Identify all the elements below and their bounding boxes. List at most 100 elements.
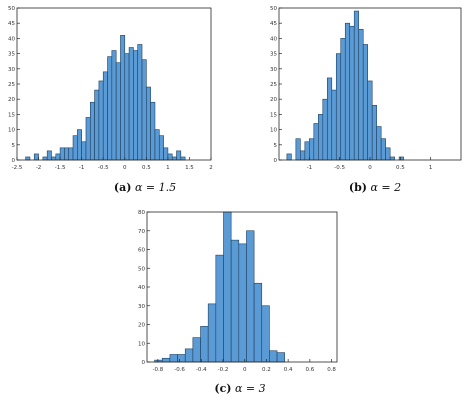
y-tick-label: 5 (12, 143, 16, 149)
y-tick-label: 10 (8, 128, 15, 134)
y-tick-label: 25 (270, 82, 277, 88)
histogram-a-bar (128, 47, 134, 161)
histogram-a-bar (154, 129, 160, 161)
histogram-c-bar (169, 354, 178, 363)
x-tick-label: 1.5 (185, 165, 194, 171)
histogram-b-bar (376, 126, 382, 161)
y-tick-label: 10 (138, 341, 145, 347)
y-tick-label: 35 (8, 52, 15, 58)
histogram-a-bar (111, 50, 117, 161)
histogram-c-bar (192, 337, 201, 363)
x-tick-label: -0.2 (218, 367, 229, 373)
histogram-a-bar (42, 156, 48, 161)
histogram-b-bar (344, 22, 351, 161)
caption-b-label: (b) (348, 181, 367, 194)
histogram-c-bar (276, 352, 286, 363)
x-tick-label: -1 (79, 165, 84, 171)
x-tick-label: 0.5 (396, 165, 405, 171)
y-tick-label: 50 (138, 266, 145, 272)
histogram-a-bar (51, 156, 57, 161)
histogram-c-bar (253, 282, 263, 363)
histogram-a-bar (146, 86, 151, 161)
histogram-b-bar (371, 104, 377, 161)
y-tick-label: 60 (138, 248, 145, 254)
x-tick-label: 1 (429, 165, 433, 171)
histogram-c-bar (215, 254, 224, 363)
y-tick-label: 15 (8, 112, 15, 118)
histogram-a-bar (98, 80, 104, 161)
histogram-b-bar (309, 138, 315, 161)
histogram-a-bar (77, 129, 82, 161)
caption-c-label: (c) (214, 382, 232, 395)
y-tick-label: 20 (8, 97, 15, 103)
x-tick-label: 0.2 (262, 367, 271, 373)
caption-b: (b) α = 2 (290, 181, 460, 194)
histogram-b-bar (326, 77, 333, 161)
histogram-c-bar (238, 243, 247, 363)
y-tick-label: 5 (274, 143, 278, 149)
histogram-b-bar (367, 80, 373, 161)
y-tick-label: 0 (142, 360, 146, 366)
histogram-a-bar (68, 147, 74, 161)
x-tick-label: 0.6 (305, 367, 314, 373)
histogram-a-bar (180, 156, 186, 161)
histogram-b-bar (286, 153, 292, 161)
x-tick-label: -0.5 (98, 165, 109, 171)
histogram-b-bar (340, 38, 346, 161)
histogram-a-bar (115, 62, 121, 161)
y-tick-label: 40 (138, 285, 145, 291)
histogram-b-bar (300, 150, 306, 161)
histogram-a-bar (64, 147, 70, 161)
y-tick-label: 35 (270, 52, 277, 58)
y-tick-label: 15 (270, 112, 277, 118)
x-tick-label: -1.5 (55, 165, 66, 171)
x-tick-label: -0.8 (152, 367, 163, 373)
x-tick-label: -1 (307, 165, 312, 171)
y-tick-label: 0 (274, 158, 278, 164)
histogram-c-bar (177, 354, 186, 363)
caption-c: (c) α = 3 (155, 382, 325, 395)
histogram-b-bar (389, 156, 395, 161)
histogram-a-bar (107, 56, 113, 161)
histogram-b-bar (318, 114, 324, 161)
histogram-a-bar (33, 153, 39, 161)
caption-a-label: (a) (113, 181, 132, 194)
histogram-a-bar (150, 101, 156, 161)
histogram-b-bar (362, 44, 368, 161)
y-tick-label: 10 (270, 128, 277, 134)
histogram-a-bar (171, 156, 177, 161)
histogram-c-bar (223, 211, 232, 363)
x-tick-label: 2 (209, 165, 213, 171)
caption-c-equation: α = 3 (234, 382, 266, 395)
x-tick-label: -2.5 (12, 165, 23, 171)
histogram-a: -2.5 -2 -1.5 -1 -0.5 0 0.5 1 1.5 2051015202530354… (8, 6, 213, 171)
histogram-c-bar (207, 303, 217, 363)
histogram-a-bar (72, 135, 78, 161)
y-tick-label: 50 (8, 6, 15, 12)
y-tick-label: 30 (8, 67, 15, 73)
y-tick-label: 40 (270, 36, 277, 42)
histogram-a-bar (158, 135, 164, 161)
y-tick-label: 80 (138, 210, 145, 216)
histogram-a-bar (102, 71, 108, 161)
histogram-a-bar (133, 50, 139, 161)
histogram-a-bar (137, 44, 143, 161)
x-tick-label: 0 (368, 165, 372, 171)
histogram-b-bar (380, 138, 386, 161)
histogram-c-bar (269, 350, 278, 363)
x-tick-label: -0.5 (334, 165, 345, 171)
histogram-a-bar (59, 147, 65, 161)
histogram-a-bar (55, 153, 61, 161)
histogram-c-bar (230, 239, 240, 363)
x-tick-label: 0.4 (284, 367, 293, 373)
x-tick-label: -0.4 (196, 367, 207, 373)
histogram-b-bar (385, 147, 391, 161)
histogram-c: -0.8 -0.6 -0.4 -0.2 0 0.2 0.4 0.6 0.8 0 10 20 30 40 50… (138, 210, 338, 373)
histogram-a-bar (176, 150, 182, 161)
x-tick-label: 0 (123, 165, 127, 171)
histogram-b-bar (322, 98, 328, 161)
x-tick-label: -2 (36, 165, 41, 171)
histogram-b-bar (349, 25, 355, 161)
y-tick-label: 50 (270, 6, 277, 12)
y-tick-label: 45 (8, 21, 15, 27)
